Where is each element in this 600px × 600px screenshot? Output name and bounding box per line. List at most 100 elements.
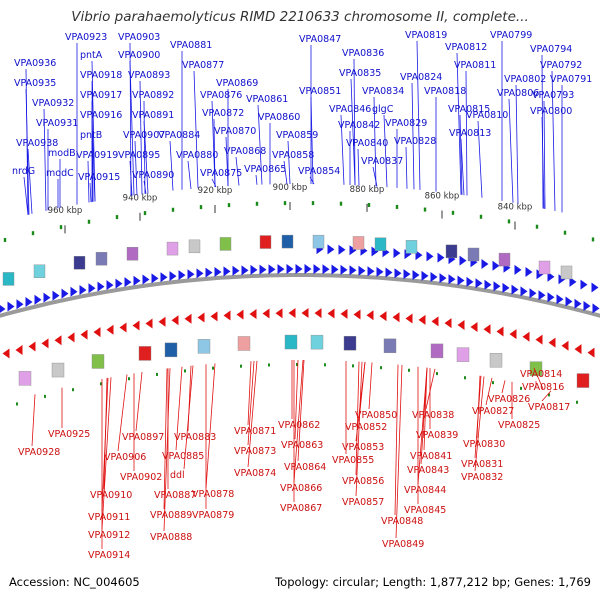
reverse-gene-leader	[247, 360, 255, 446]
reverse-gene-label: VPA0830	[463, 439, 505, 450]
tick-dot	[199, 205, 203, 210]
reverse-gene-arrow	[93, 327, 101, 338]
forward-gene-label: VPA0936	[14, 58, 56, 69]
reverse-gene-leader	[163, 368, 168, 510]
reverse-gene-leader	[474, 376, 485, 472]
reverse-gene-leader	[117, 374, 128, 452]
forward-gene-label: VPA0851	[299, 86, 341, 97]
reverse-gene-leader	[293, 359, 304, 483]
forward-gene-arrow	[169, 271, 177, 282]
reverse-gene-leader	[355, 361, 363, 497]
tick-dot	[464, 376, 466, 380]
reverse-gene-label: VPA0831	[461, 459, 503, 470]
reverse-gene-label: VPA0897	[122, 432, 164, 443]
forward-gene-label: VPA0900	[118, 50, 160, 61]
tick-label: 940 kbp	[123, 194, 158, 204]
forward-gene-arrow	[268, 264, 276, 275]
reverse-gene-arrow	[483, 324, 491, 335]
forward-gene-arrow	[277, 264, 285, 275]
feature-box	[2, 272, 15, 286]
tick-dot	[184, 369, 186, 373]
forward-gene-label: VPA0917	[80, 90, 122, 101]
reverse-gene-leader	[501, 380, 506, 394]
reverse-gene-leader	[294, 359, 299, 440]
feature-box	[73, 256, 86, 270]
forward-gene-arrow	[358, 265, 366, 276]
feature-box	[430, 343, 444, 359]
forward-gene-arrow	[205, 267, 213, 278]
forward-gene-label: VPA0931	[36, 118, 78, 129]
forward-gene-label: VPA0868	[224, 146, 266, 157]
forward-gene-arrow	[569, 276, 577, 287]
feature-box	[498, 252, 511, 267]
forward-gene-label: VPA0834	[362, 86, 404, 97]
reverse-gene-leader	[425, 368, 436, 410]
forward-gene-label: VPA0847	[299, 34, 341, 45]
forward-gene-arrow	[439, 273, 447, 284]
reverse-gene-arrow	[262, 308, 270, 319]
reverse-gene-leader	[135, 372, 143, 432]
feature-box	[383, 338, 397, 354]
forward-gene-arrow	[25, 296, 33, 307]
forward-gene-arrow	[7, 301, 15, 312]
reverse-gene-label: VPA0883	[174, 432, 216, 443]
forward-gene-label: VPA0877	[182, 60, 224, 71]
forward-gene-leader	[225, 136, 229, 187]
reverse-gene-leader	[163, 368, 171, 532]
reverse-gene-arrow	[106, 324, 114, 335]
tick-dot	[72, 388, 74, 392]
forward-gene-label: VPA0895	[118, 150, 160, 161]
reverse-gene-leader	[394, 364, 399, 516]
reverse-gene-leader	[533, 367, 544, 389]
reverse-gene-leader	[31, 394, 36, 447]
forward-gene-arrow	[241, 265, 249, 276]
feature-box	[164, 342, 178, 358]
reverse-gene-arrow	[418, 314, 426, 325]
forward-gene-leader	[541, 116, 545, 209]
reverse-gene-leader	[183, 365, 194, 470]
reverse-gene-label: VPA0816	[522, 382, 564, 393]
forward-gene-leader	[43, 108, 47, 211]
reverse-gene-label: VPA0866	[280, 483, 322, 494]
reverse-gene-label: VPA0878	[192, 489, 234, 500]
tick-dot	[492, 381, 494, 385]
forward-gene-arrow	[367, 266, 375, 277]
reverse-gene-label: VPA0844	[404, 485, 446, 496]
forward-gene-label: VPA0923	[65, 32, 107, 43]
tick-dot	[283, 201, 287, 206]
forward-gene-label: VPA0792	[540, 60, 582, 71]
forward-gene-label: VPA0932	[32, 98, 74, 109]
forward-gene-arrow	[565, 296, 573, 307]
reverse-gene-label: VPA0841	[410, 451, 452, 462]
forward-gene-arrow	[457, 275, 465, 286]
feature-box	[33, 264, 46, 278]
forward-gene-arrow	[403, 269, 411, 280]
reverse-gene-arrow	[548, 337, 556, 348]
forward-gene-label: VPA0842	[338, 120, 380, 131]
tick-dot	[296, 363, 298, 367]
forward-gene-leader	[235, 156, 240, 186]
forward-gene-leader	[405, 146, 408, 189]
reverse-gene-arrow	[145, 318, 153, 329]
reverse-gene-label: VPA0879	[192, 510, 234, 521]
tick-dot	[507, 219, 511, 224]
feature-box	[445, 244, 458, 259]
reverse-gene-arrow	[444, 318, 452, 329]
reverse-gene-arrow	[470, 322, 478, 333]
forward-gene-label: VPA0819	[405, 30, 447, 41]
forward-gene-arrow	[415, 250, 423, 261]
forward-gene-label: VPA0884	[158, 130, 200, 141]
map-title: Vibrio parahaemolyticus RIMD 2210633 chr…	[71, 9, 529, 25]
forward-gene-arrow	[536, 269, 544, 280]
tick-dot	[367, 202, 371, 207]
forward-gene-leader	[416, 40, 421, 190]
forward-gene-label: VPA0893	[128, 70, 170, 81]
reverse-gene-arrow	[431, 316, 439, 327]
forward-gene-leader	[353, 58, 356, 186]
reverse-gene-arrow	[301, 308, 309, 319]
forward-gene-label: VPA0846	[329, 104, 371, 115]
forward-gene-leader	[89, 182, 92, 203]
forward-gene-leader	[169, 140, 174, 191]
backbone-arc	[0, 273, 600, 318]
